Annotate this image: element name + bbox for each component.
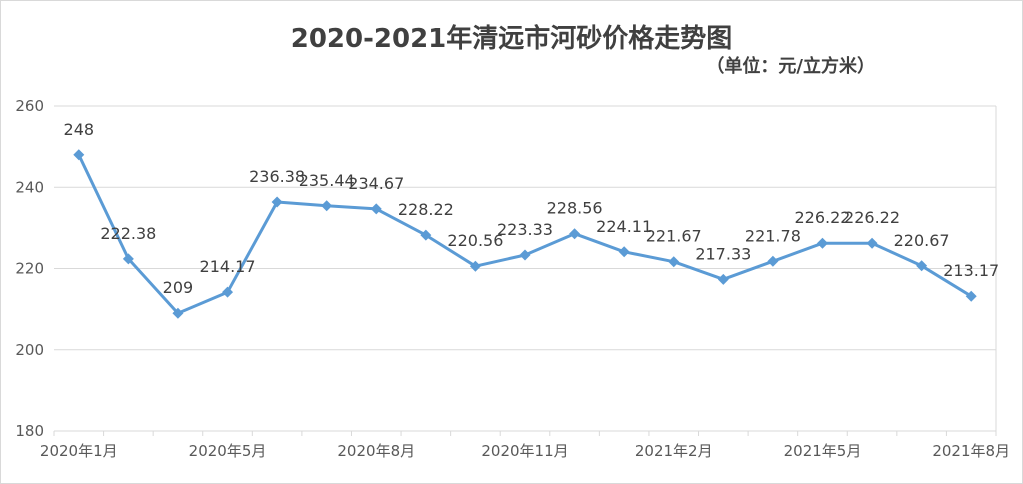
data-point-marker: [73, 149, 85, 161]
data-label: 221.78: [745, 226, 801, 245]
x-tick-label: 2021年2月: [635, 442, 713, 460]
data-label: 220.67: [894, 231, 950, 250]
x-tick-label: 2020年11月: [481, 442, 568, 460]
data-point-marker: [469, 260, 481, 272]
data-label: 223.33: [497, 220, 553, 239]
chart-title: 2020-2021年清远市河砂价格走势图: [290, 24, 733, 54]
data-point-marker: [420, 229, 432, 241]
data-label: 226.22: [844, 208, 900, 227]
y-tick-label: 240: [15, 178, 44, 196]
chart-subtitle: （单位：元/立方米）: [706, 56, 875, 77]
data-label: 248: [64, 120, 95, 139]
x-tick-label: 2021年5月: [784, 442, 862, 460]
data-point-marker: [618, 246, 630, 258]
data-point-marker: [816, 237, 828, 249]
data-point-marker: [122, 253, 134, 265]
x-tick-label: 2021年8月: [932, 442, 1010, 460]
data-label: 228.22: [398, 200, 454, 219]
data-point-marker: [965, 290, 977, 302]
data-point-marker: [172, 307, 184, 319]
y-tick-label: 220: [15, 260, 44, 278]
data-label: 234.67: [348, 174, 404, 193]
data-label: 228.56: [547, 199, 603, 218]
y-tick-label: 260: [15, 97, 44, 115]
y-tick-label: 200: [15, 341, 44, 359]
data-point-marker: [519, 249, 531, 261]
data-point-marker: [321, 200, 333, 212]
data-label: 224.11: [596, 217, 652, 236]
y-tick-label: 180: [15, 422, 44, 440]
x-tick-label: 2020年8月: [337, 442, 415, 460]
data-point-marker: [916, 260, 928, 272]
data-label: 209: [163, 278, 194, 297]
data-point-marker: [370, 203, 382, 215]
data-point-marker: [668, 256, 680, 268]
data-point-marker: [569, 228, 581, 240]
data-label: 222.38: [100, 224, 156, 243]
data-label: 213.17: [943, 261, 999, 280]
data-label: 236.38: [249, 167, 305, 186]
x-tick-label: 2020年1月: [40, 442, 118, 460]
data-label: 235.44: [299, 171, 355, 190]
data-point-marker: [222, 286, 234, 298]
data-label: 226.22: [794, 208, 850, 227]
data-label: 214.17: [200, 257, 256, 276]
data-point-marker: [271, 196, 283, 208]
data-label: 220.56: [447, 231, 503, 250]
data-label: 217.33: [695, 244, 751, 263]
x-tick-label: 2020年5月: [189, 442, 267, 460]
data-point-marker: [767, 255, 779, 267]
data-point-marker: [866, 237, 878, 249]
data-label: 221.67: [646, 227, 702, 246]
data-point-marker: [717, 273, 729, 285]
